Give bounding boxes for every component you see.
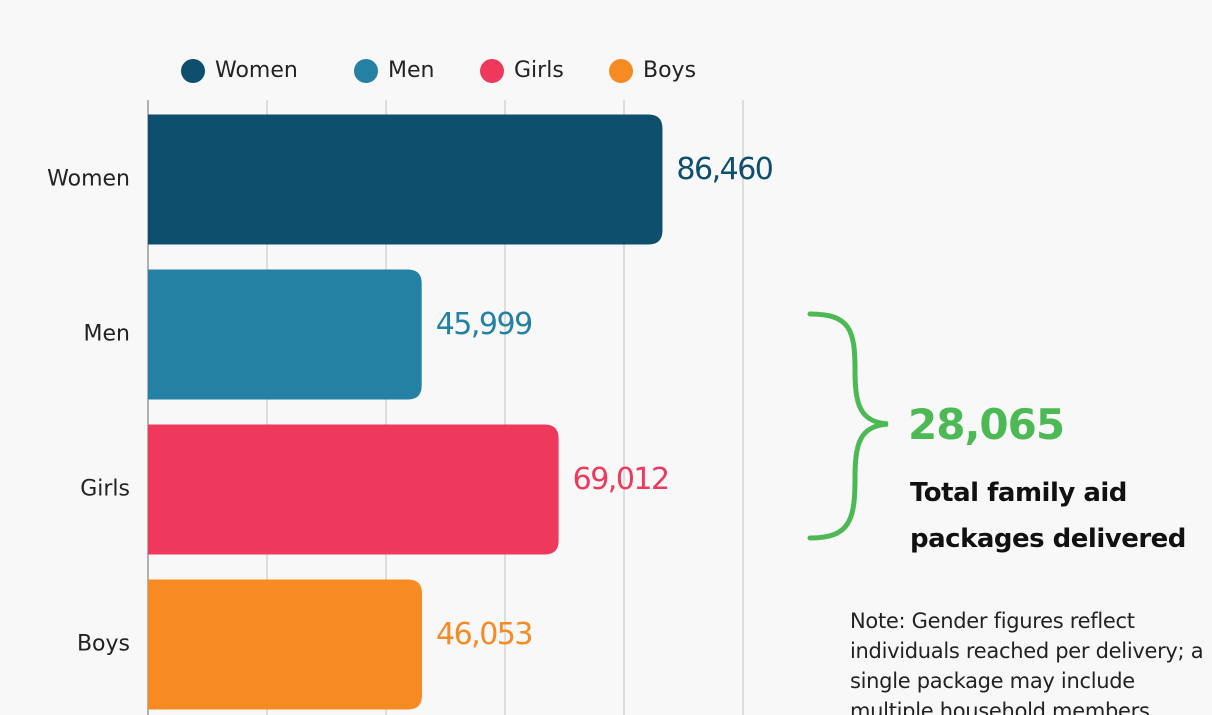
bar — [148, 579, 423, 710]
value-label: 69,012 — [573, 462, 669, 497]
y-tick-label: Men — [84, 322, 130, 347]
note: Note: Gender figures reflect individuals… — [850, 609, 1204, 715]
value-label: 46,053 — [436, 617, 532, 652]
legend-label: Boys — [643, 58, 696, 83]
legend-label: Girls — [514, 58, 564, 83]
legend-swatch — [354, 59, 378, 83]
y-tick-label: Girls — [80, 477, 130, 502]
bar — [148, 269, 422, 400]
legend-swatch — [609, 59, 633, 83]
legend-swatch — [181, 59, 205, 83]
y-tick-label: Women — [47, 167, 130, 192]
legend-swatch — [480, 59, 504, 83]
value-label: 86,460 — [676, 152, 772, 187]
y-tick-label: Boys — [77, 632, 130, 657]
annotation-value: 28,065 — [908, 400, 1065, 449]
legend-label: Women — [215, 58, 298, 83]
value-label: 45,999 — [436, 307, 532, 342]
brace — [807, 311, 889, 541]
legend-label: Men — [388, 58, 434, 83]
bar — [148, 114, 663, 245]
annotation-text: Total family aid packages delivered — [910, 478, 1186, 554]
bar — [148, 424, 559, 555]
